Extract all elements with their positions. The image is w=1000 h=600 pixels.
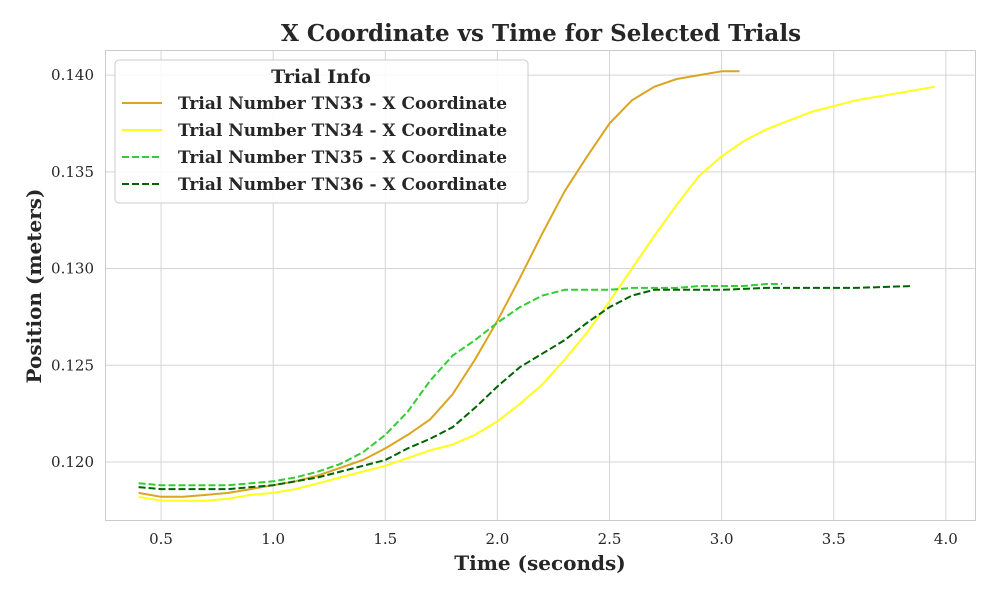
- x-axis-label: Time (seconds): [454, 551, 626, 575]
- x-tick-label: 1.0: [261, 530, 285, 548]
- legend-entry-label: Trial Number TN36 - X Coordinate: [178, 175, 507, 195]
- series-line-2: [138, 85, 935, 502]
- x-tick-label: 2.5: [598, 530, 622, 548]
- series-line-4: [138, 285, 913, 491]
- y-axis-label: Position (meters): [22, 189, 46, 384]
- x-tick-label: 3.5: [822, 530, 846, 548]
- y-tick-label: 0.130: [51, 260, 94, 278]
- x-tick-label: 0.5: [149, 530, 173, 548]
- x-tick-label: 2.0: [485, 530, 509, 548]
- x-tick-label: 4.0: [934, 530, 958, 548]
- series-lines: [138, 70, 935, 502]
- y-axis-ticks: 0.120 0.125 0.130 0.135 0.140: [51, 66, 94, 471]
- x-tick-label: 1.5: [373, 530, 397, 548]
- y-tick-label: 0.140: [51, 66, 94, 84]
- y-tick-label: 0.135: [51, 163, 94, 181]
- y-tick-label: 0.120: [51, 453, 94, 471]
- x-tick-label: 3.0: [710, 530, 734, 548]
- legend-box: [114, 59, 529, 204]
- chart-title: X Coordinate vs Time for Selected Trials: [281, 20, 801, 47]
- legend-entry-label: Trial Number TN34 - X Coordinate: [178, 121, 507, 141]
- plot-frame: [105, 50, 976, 521]
- legend-entry-label: Trial Number TN35 - X Coordinate: [178, 148, 507, 168]
- y-tick-label: 0.125: [51, 356, 94, 374]
- legend-entry-label: Trial Number TN33 - X Coordinate: [178, 94, 507, 114]
- legend: Trial Info Trial Number TN33 - X Coordin…: [114, 59, 529, 204]
- x-axis-ticks: 0.5 1.0 1.5 2.0 2.5 3.0 3.5 4.0: [149, 530, 958, 548]
- series-line-1: [138, 70, 740, 498]
- legend-title: Trial Info: [271, 66, 371, 88]
- legend-items: Trial Number TN33 - X Coordinate Trial Nu…: [122, 94, 507, 195]
- series-line-3: [138, 283, 783, 487]
